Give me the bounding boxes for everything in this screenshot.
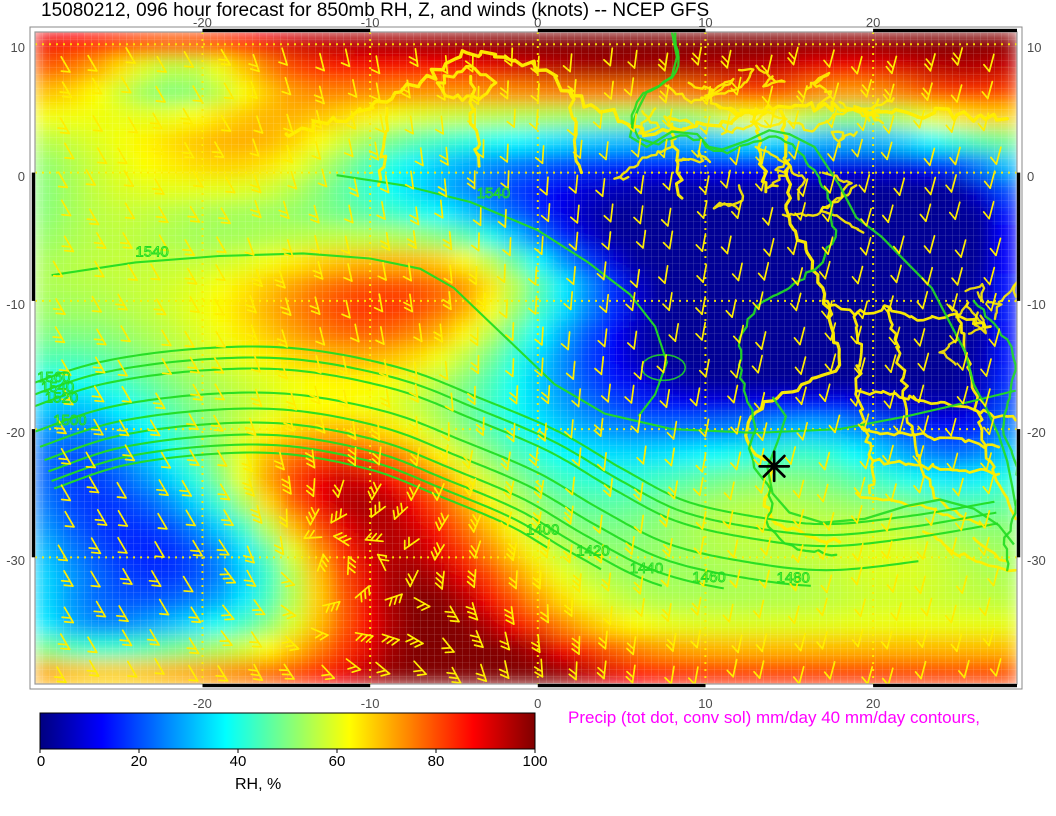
- svg-text:1420: 1420: [576, 542, 609, 559]
- svg-text:1500: 1500: [53, 412, 86, 429]
- svg-text:1540: 1540: [135, 243, 168, 260]
- svg-text:1460: 1460: [692, 569, 725, 586]
- svg-text:1400: 1400: [526, 522, 559, 539]
- svg-text:1540: 1540: [477, 185, 510, 202]
- svg-text:1520: 1520: [45, 389, 78, 406]
- svg-text:1480: 1480: [777, 570, 810, 587]
- svg-text:1440: 1440: [630, 560, 663, 577]
